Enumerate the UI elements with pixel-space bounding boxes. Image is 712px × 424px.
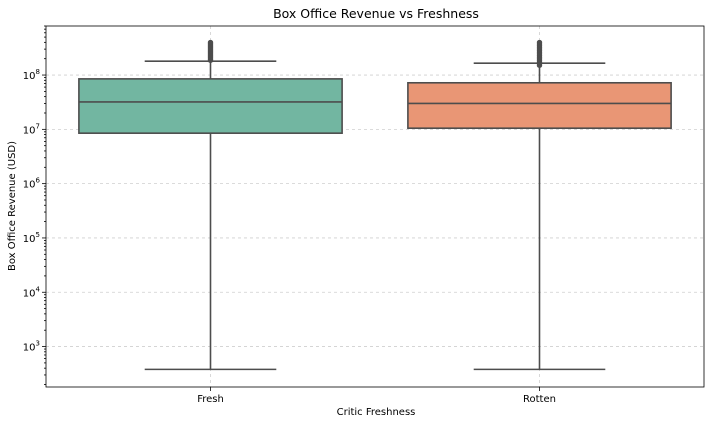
- y-axis-label: Box Office Revenue (USD): [7, 141, 18, 271]
- y-tick-label: 103: [23, 340, 40, 354]
- iqr-box: [78, 78, 343, 134]
- x-tick-label: Fresh: [197, 394, 224, 405]
- box-fresh: [78, 39, 343, 371]
- box-rotten: [407, 39, 672, 371]
- outlier-point: [207, 39, 214, 45]
- y-tick-label: 107: [23, 122, 40, 136]
- y-tick-label: 106: [23, 177, 41, 191]
- y-tick-label: 108: [23, 68, 40, 82]
- iqr-box: [407, 81, 672, 129]
- outlier-point: [536, 39, 543, 45]
- box-layer: [78, 39, 672, 371]
- y-tick-label: 105: [23, 231, 40, 245]
- plot-frame: [45, 25, 705, 388]
- x-tick-label: Rotten: [523, 394, 556, 405]
- x-axis-label: Critic Freshness: [337, 407, 416, 418]
- y-tick-label: 104: [23, 285, 41, 299]
- chart-title: Box Office Revenue vs Freshness: [273, 6, 479, 21]
